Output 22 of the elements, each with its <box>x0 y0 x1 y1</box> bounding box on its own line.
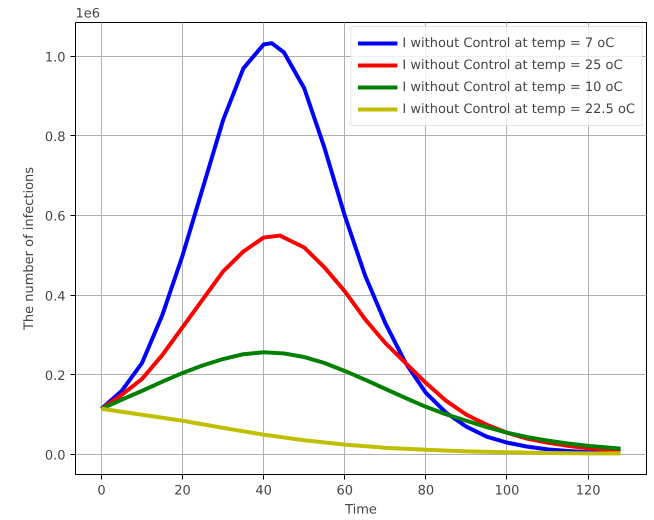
y-tick-label: 0.0 <box>44 448 66 464</box>
x-tick-label: 60 <box>336 484 354 498</box>
y-tick-label: 0.6 <box>44 210 66 225</box>
y-tick-label: 1.0 <box>44 50 66 66</box>
y-tick-label: 0.2 <box>44 368 66 384</box>
y-tick-label: 0.8 <box>44 130 66 145</box>
legend-label: I without Control at temp = 10 oC <box>402 80 623 94</box>
x-tick-label: 100 <box>494 484 520 498</box>
x-tick-label: 0 <box>97 484 106 498</box>
y-axis-title: The number of infections <box>22 166 37 332</box>
line-series <box>99 406 623 456</box>
text: 1e6 <box>76 6 100 22</box>
y-tick-label: 0.4 <box>44 289 66 304</box>
legend-label: I without Control at temp = 25 oC <box>402 58 623 72</box>
x-axis-title: Time <box>344 502 377 518</box>
line-series <box>99 350 623 451</box>
x-tick-label: 20 <box>174 484 191 498</box>
x-tick-label: 40 <box>255 484 272 498</box>
legend-label: I without Control at temp = 22.5 oC <box>402 102 635 116</box>
x-tick-label: 80 <box>418 484 434 498</box>
x-tick-label: 120 <box>576 484 601 498</box>
legend-label: I without Control at temp = 7 oC <box>402 36 614 50</box>
